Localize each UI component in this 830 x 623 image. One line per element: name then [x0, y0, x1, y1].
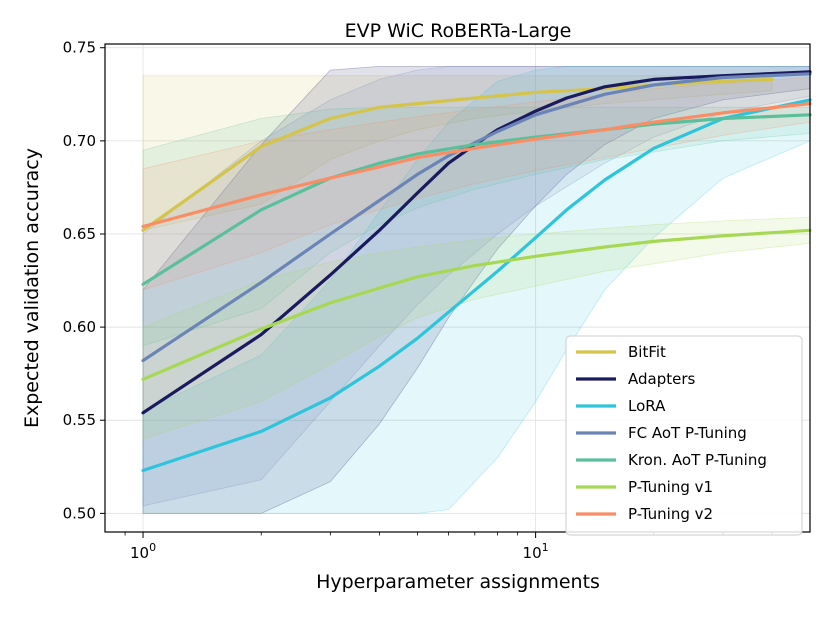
legend-label-adapters: Adapters	[628, 370, 696, 388]
y-tick-label: 0.60	[63, 318, 96, 336]
series-lines	[141, 70, 812, 473]
line-p-tuning-v1	[141, 228, 812, 381]
y-tick-label: 0.50	[63, 504, 96, 522]
band-bitfit	[142, 75, 773, 231]
x-tick-label: 101	[523, 541, 549, 562]
y-tick-label: 0.75	[63, 39, 96, 57]
legend-label-lora: LoRA	[628, 397, 666, 415]
x-axis-label: Hyperparameter assignments	[316, 571, 600, 593]
legend-label-p-tuning-v1: P-Tuning v1	[628, 478, 713, 496]
y-axis-label: Expected validation accuracy	[21, 148, 43, 428]
legend-label-bitfit: BitFit	[628, 343, 666, 361]
line-lora	[141, 98, 812, 473]
line-kron-aot-p-tuning	[141, 113, 812, 286]
legend-box	[565, 335, 803, 536]
legend-label-kron-aot-p-tuning: Kron. AoT P-Tuning	[628, 451, 767, 469]
legend-label-fc-aot-p-tuning: FC AoT P-Tuning	[628, 424, 747, 442]
legend-label-p-tuning-v2: P-Tuning v2	[628, 505, 713, 523]
y-tick-label: 0.55	[63, 411, 96, 429]
line-p-tuning-v2	[141, 101, 812, 229]
x-tick-label: 100	[130, 541, 156, 562]
y-tick-label: 0.65	[63, 225, 96, 243]
plot-frame	[104, 43, 811, 533]
y-tick-label: 0.70	[63, 132, 96, 150]
axis-ticks: 0.50 0.55 0.60 0.65 0.70 0.75 100 101	[63, 39, 773, 562]
legend: BitFit Adapters LoRA FC AoT P-Tuning Kron. A…	[565, 335, 803, 536]
chart-title: EVP WiC RoBERTa-Large	[345, 20, 572, 42]
